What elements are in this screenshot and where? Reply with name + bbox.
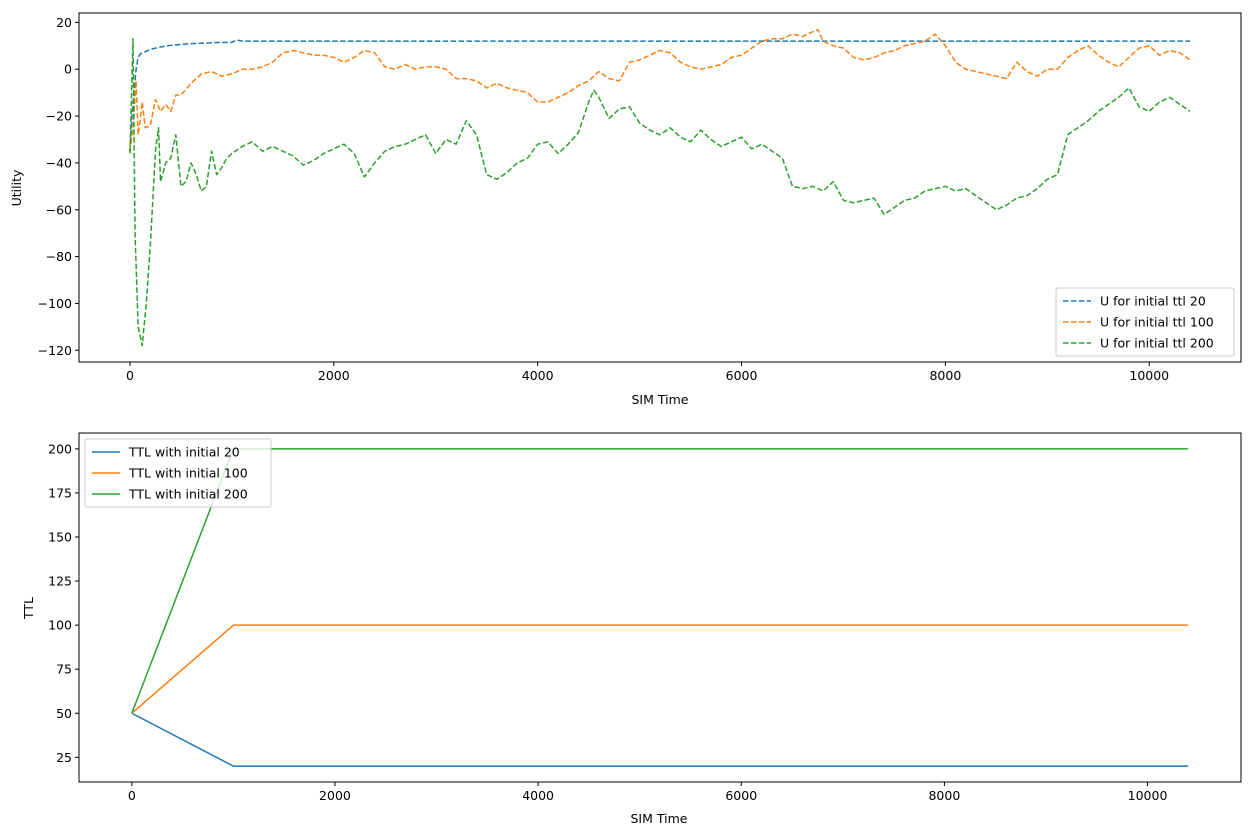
utility-series-line-1 (129, 28, 1191, 152)
utility-y-tick-label: 0 (64, 62, 72, 77)
ttl-y-tick-label: 125 (48, 574, 72, 589)
utility-y-axis-label: Utility (9, 169, 24, 206)
ttl-chart: 0 2000 4000 6000 8000 10000 25 50 75 100 125 150 17… (21, 432, 1242, 826)
utility-x-ticks: 0 2000 4000 6000 8000 10000 (126, 362, 1169, 383)
ttl-x-tick-label: 10000 (1128, 788, 1168, 803)
ttl-x-tick-label: 0 (128, 788, 136, 803)
utility-y-tick-label: −20 (46, 109, 72, 124)
ttl-legend: TTL with initial 20 TTL with initial 100… (84, 438, 272, 508)
utility-series-line-2 (129, 38, 1191, 347)
ttl-x-tick-label: 4000 (522, 788, 554, 803)
ttl-x-tick-label: 2000 (319, 788, 351, 803)
utility-y-tick-label: −40 (46, 155, 72, 170)
utility-series-line-0 (129, 39, 1191, 152)
utility-y-tick-label: −120 (38, 343, 72, 358)
legend-label-ttl-100: U for initial ttl 100 (1100, 315, 1214, 330)
ttl-y-tick-label: 50 (56, 706, 72, 721)
ttl-x-tick-label: 8000 (928, 788, 960, 803)
ttl-y-tick-label: 25 (56, 750, 72, 765)
utility-x-tick-label: 10000 (1129, 368, 1169, 383)
utility-y-tick-label: 20 (56, 15, 72, 30)
utility-y-tick-label: −60 (46, 202, 72, 217)
legend-label-initial-100: TTL with initial 100 (128, 466, 248, 481)
utility-legend-box (1055, 287, 1235, 357)
utility-plot-frame (78, 12, 1242, 363)
utility-x-tick-label: 6000 (726, 368, 758, 383)
ttl-y-tick-label: 200 (48, 441, 72, 456)
ttl-y-tick-label: 75 (56, 662, 72, 677)
utility-x-tick-label: 8000 (929, 368, 961, 383)
utility-y-tick-label: −100 (38, 296, 72, 311)
legend-label-initial-20: TTL with initial 20 (128, 445, 240, 460)
ttl-y-tick-label: 175 (48, 485, 72, 500)
ttl-plot-frame (78, 432, 1242, 783)
ttl-series-line-1 (131, 624, 1189, 714)
utility-chart: 0 2000 4000 6000 8000 10000 −120 −100 −80 −60 −40… (9, 12, 1242, 407)
ttl-legend-box (84, 438, 272, 508)
ttl-x-tick-label: 6000 (725, 788, 757, 803)
ttl-y-tick-label: 100 (48, 618, 72, 633)
utility-y-tick-label: −80 (46, 249, 72, 264)
utility-x-tick-label: 4000 (522, 368, 554, 383)
utility-series-lines (129, 28, 1191, 347)
ttl-x-ticks: 0 2000 4000 6000 8000 10000 (128, 782, 1168, 803)
ttl-y-axis-label: TTL (21, 597, 36, 620)
ttl-x-axis-label: SIM Time (631, 811, 688, 826)
utility-y-ticks: −120 −100 −80 −60 −40 −20 0 20 (38, 15, 79, 358)
ttl-y-ticks: 25 50 75 100 125 150 175 200 (48, 441, 79, 765)
ttl-y-tick-label: 150 (48, 529, 72, 544)
legend-label-ttl-20: U for initial ttl 20 (1100, 294, 1206, 309)
utility-legend: U for initial ttl 20 U for initial ttl 1… (1055, 287, 1235, 357)
utility-x-tick-label: 2000 (318, 368, 350, 383)
legend-label-initial-200: TTL with initial 200 (128, 487, 248, 502)
utility-x-axis-label: SIM Time (632, 392, 689, 407)
utility-x-tick-label: 0 (126, 368, 134, 383)
ttl-series-line-0 (131, 712, 1189, 767)
legend-label-ttl-200: U for initial ttl 200 (1100, 336, 1214, 351)
